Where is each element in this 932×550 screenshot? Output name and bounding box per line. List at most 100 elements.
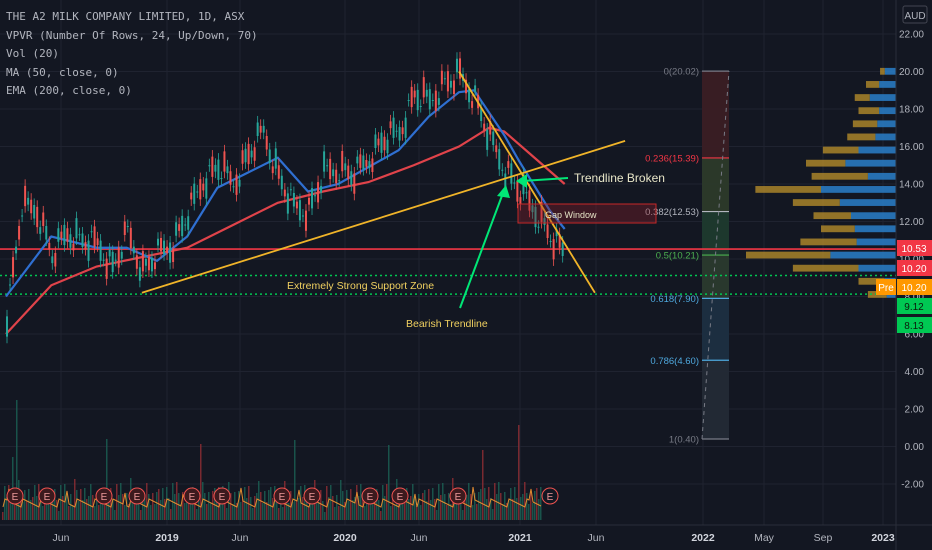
volume-bar	[324, 512, 326, 520]
volume-bar	[290, 491, 292, 520]
volume-bar	[332, 496, 334, 520]
candle-body	[386, 139, 389, 154]
earnings-marker[interactable]	[6, 487, 24, 505]
legend-vpvr[interactable]: VPVR (Number Of Rows, 24, Up/Down, 70)	[6, 28, 258, 42]
volume-bar	[488, 487, 490, 520]
volume-bar	[428, 489, 430, 520]
annotation-bearish-trendline[interactable]: Bearish Trendline	[406, 318, 488, 330]
candle-body	[15, 246, 18, 254]
earnings-marker[interactable]	[361, 487, 379, 505]
volume-bar	[260, 492, 262, 520]
volume-bar	[138, 499, 140, 520]
volume-bar	[446, 505, 448, 520]
price-tag[interactable]	[897, 240, 932, 256]
volume-bar	[352, 500, 354, 520]
volume-bar	[502, 504, 504, 520]
candle-body	[277, 165, 280, 179]
earnings-marker[interactable]	[273, 487, 291, 505]
price-tag[interactable]	[897, 317, 932, 333]
candle-body	[84, 242, 87, 249]
legend-volume[interactable]: Vol (20)	[6, 47, 59, 60]
earnings-marker[interactable]	[95, 487, 113, 505]
candle-body	[256, 122, 259, 136]
volume-bar	[468, 483, 470, 520]
volume-bar	[156, 492, 158, 520]
legend-ema200[interactable]: EMA (200, close, 0)	[6, 84, 132, 97]
price-tag[interactable]	[897, 260, 932, 276]
candle-body	[501, 169, 504, 171]
earnings-marker[interactable]	[128, 487, 146, 505]
volume-bar	[416, 506, 418, 520]
earnings-marker[interactable]	[38, 487, 56, 505]
candle-body	[292, 193, 295, 207]
candle-body	[401, 127, 404, 135]
volume-bar	[322, 501, 324, 520]
volume-bar	[348, 501, 350, 520]
volume-bar	[402, 489, 404, 520]
candle-body	[144, 259, 147, 266]
candle-body	[543, 218, 546, 225]
volume-bar	[186, 500, 188, 520]
candle-body	[241, 150, 244, 164]
candle-body	[440, 70, 443, 85]
candle-body	[483, 123, 486, 131]
candle-body	[175, 222, 178, 236]
volume-bar	[288, 503, 290, 520]
annotation-trendline-broken[interactable]: Trendline Broken	[574, 171, 665, 185]
volume-bar	[472, 505, 474, 520]
legend-ma50[interactable]: MA (50, close, 0)	[6, 65, 119, 79]
vpvr-up-bar	[852, 120, 878, 128]
volume-bar	[456, 500, 458, 520]
volume-bar	[146, 483, 148, 520]
volume-bar	[104, 501, 106, 520]
candle-body	[374, 134, 377, 148]
earnings-marker[interactable]	[449, 487, 467, 505]
price-tag[interactable]	[897, 298, 932, 314]
volume-bar	[378, 500, 380, 520]
volume-bar	[394, 505, 396, 520]
gap-window-box[interactable]	[517, 203, 657, 224]
earnings-marker[interactable]	[183, 487, 201, 505]
volume-bar	[320, 490, 322, 520]
candle-body	[431, 100, 434, 101]
earnings-marker-label: E	[547, 492, 554, 503]
candle-body	[108, 249, 111, 257]
currency-box[interactable]	[902, 5, 928, 24]
candle-body	[326, 165, 329, 167]
candle-body	[81, 233, 84, 247]
trendline-support[interactable]	[141, 140, 626, 294]
x-tick-label: 2023	[871, 532, 895, 544]
volume-bar	[354, 497, 356, 520]
earnings-marker[interactable]	[213, 487, 231, 505]
earnings-marker[interactable]	[303, 487, 321, 505]
y-tick-label: 16.00	[899, 142, 924, 153]
volume-bar	[24, 490, 26, 520]
candle-body	[350, 171, 353, 185]
candle-body	[138, 267, 141, 281]
candle-body	[157, 238, 159, 246]
candle-body	[202, 183, 205, 191]
earnings-marker[interactable]	[391, 487, 409, 505]
candle-body	[561, 242, 564, 256]
volume-bar	[44, 494, 46, 520]
candle-body	[558, 234, 561, 248]
candle-body	[223, 151, 226, 172]
candle-body	[181, 215, 184, 237]
x-tick-label: Jun	[411, 532, 428, 544]
candle-body	[48, 242, 51, 250]
candle-body	[147, 256, 150, 271]
fib-level-label: 1(0.40)	[669, 435, 699, 446]
price-tag[interactable]	[897, 279, 932, 295]
pre-market-badge[interactable]	[876, 279, 896, 295]
candle-body	[123, 221, 126, 235]
volume-bar	[370, 502, 372, 520]
candle-body	[362, 155, 365, 169]
volume-bar	[30, 500, 32, 520]
candle-body	[184, 224, 187, 226]
volume-bar	[482, 450, 484, 520]
legend-title[interactable]: THE A2 MILK COMPANY LIMITED, 1D, ASX	[6, 10, 245, 23]
earnings-marker-upcoming[interactable]	[541, 487, 559, 505]
volume-bar	[92, 495, 94, 520]
annotation-support-zone[interactable]: Extremely Strong Support Zone	[287, 280, 434, 292]
